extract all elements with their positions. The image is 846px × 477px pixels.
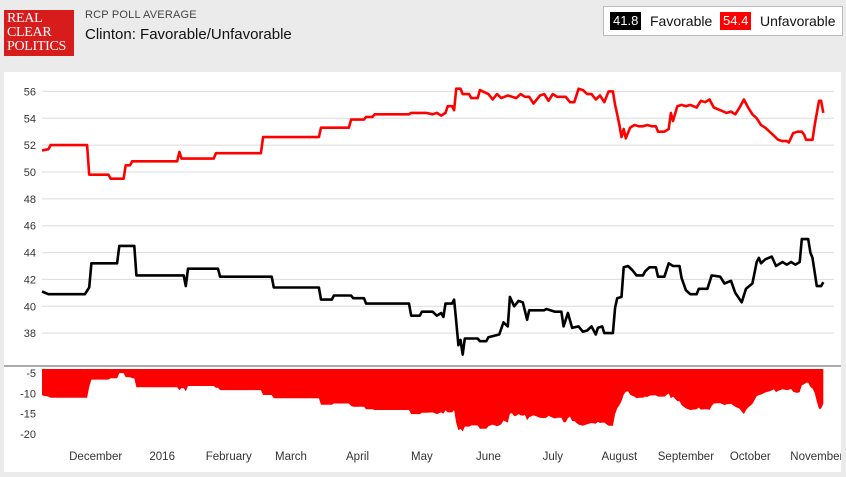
spread-area — [42, 369, 824, 432]
legend-label-unfavorable: Unfavorable — [760, 13, 836, 29]
spread-y-tick-label: -20 — [20, 429, 36, 441]
spread-y-tick-label: -5 — [26, 368, 36, 380]
rcp-logo[interactable]: REAL CLEAR POLITICS — [4, 10, 74, 56]
x-tick-label: 2016 — [149, 451, 175, 463]
x-tick-label: February — [206, 451, 252, 463]
x-tick-label: August — [601, 451, 638, 463]
y-tick-label: 56 — [24, 86, 36, 98]
x-tick-label: March — [275, 451, 307, 463]
chart-area: 38 40 42 44 46 48 50 52 54 56 -5 -10 -15 -20 December 2… — [4, 72, 844, 472]
x-tick-label: October — [730, 451, 771, 463]
y-tick-label: 46 — [24, 221, 36, 233]
logo-line-1: REAL — [7, 11, 43, 26]
logo-line-3: POLITICS — [7, 39, 67, 54]
y-tick-label: 40 — [24, 301, 36, 313]
y-tick-label: 38 — [24, 328, 36, 340]
header: REAL CLEAR POLITICS RCP POLL AVERAGE Cli… — [0, 0, 846, 68]
x-tick-label: November — [790, 451, 841, 463]
x-tick-label: December — [69, 451, 122, 463]
x-tick-label: September — [658, 451, 714, 463]
logo-line-2: CLEAR — [7, 25, 52, 40]
chart-subtitle: RCP POLL AVERAGE — [85, 9, 197, 21]
line-chart: 38 40 42 44 46 48 50 52 54 56 -5 -10 -15 -20 December 2… — [4, 86, 844, 463]
y-tick-label: 44 — [24, 248, 36, 260]
series-line-unfavorable — [41, 87, 825, 180]
y-tick-label: 42 — [24, 274, 36, 286]
x-tick-label: July — [543, 451, 564, 463]
legend: 41.8 Favorable 54.4 Unfavorable — [603, 6, 843, 36]
y-tick-label: 50 — [24, 167, 36, 179]
legend-value-favorable: 41.8 — [610, 12, 642, 30]
y-tick-label: 48 — [24, 194, 36, 206]
x-tick-label: May — [411, 451, 433, 463]
y-tick-label: 54 — [24, 113, 36, 125]
legend-label-favorable: Favorable — [650, 13, 713, 29]
spread-y-tick-label: -10 — [20, 388, 36, 400]
x-tick-label: June — [476, 451, 501, 463]
legend-value-unfavorable: 54.4 — [720, 12, 752, 30]
y-tick-label: 52 — [24, 140, 36, 152]
series-line-favorable — [41, 237, 825, 356]
chart-title: Clinton: Favorable/Unfavorable — [85, 26, 292, 43]
spread-y-tick-label: -15 — [20, 409, 36, 421]
x-tick-label: April — [346, 451, 369, 463]
